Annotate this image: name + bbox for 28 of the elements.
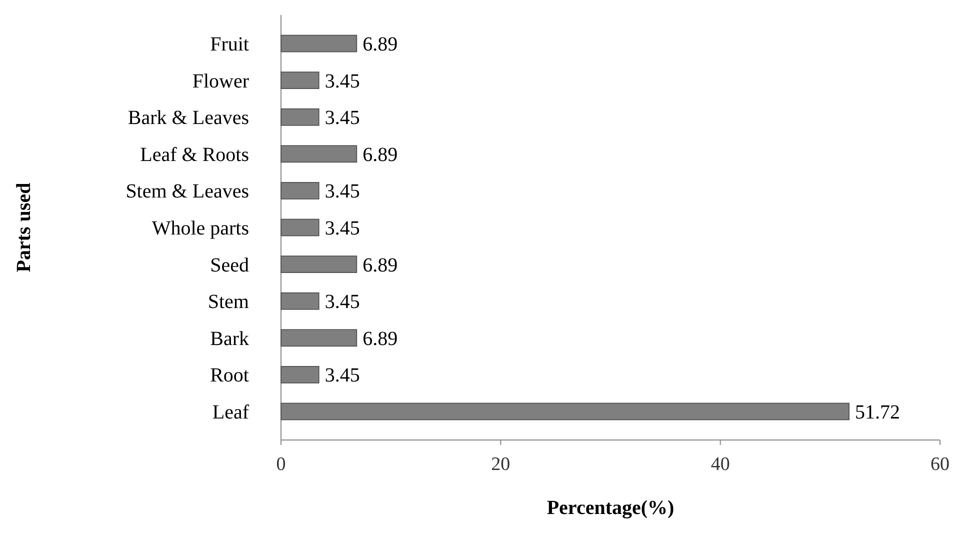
x-tick-label: 20: [491, 454, 510, 475]
y-tick-label: Bark: [210, 328, 249, 350]
data-label: 6.89: [362, 144, 398, 166]
y-tick-label: Whole parts: [152, 218, 250, 240]
data-label: 6.89: [362, 254, 398, 276]
data-label: 3.45: [324, 218, 360, 240]
y-tick-label: Leaf & Roots: [140, 144, 250, 166]
y-tick-label: Fruit: [210, 34, 250, 56]
data-label: 51.72: [855, 401, 900, 424]
data-label: 3.45: [324, 107, 360, 130]
y-axis-title: Parts used: [13, 182, 35, 272]
y-tick-label: Root: [210, 364, 250, 387]
y-tick-label: Seed: [210, 254, 249, 276]
data-label: 3.45: [324, 291, 360, 314]
y-tick-label: Stem & Leaves: [126, 180, 250, 203]
y-tick-label: Flower: [192, 70, 250, 92]
y-tick-label: Leaf: [212, 401, 250, 424]
data-label: 6.89: [362, 34, 398, 56]
x-tick-label: 60: [930, 454, 950, 475]
x-tick-label: 40: [710, 454, 730, 475]
y-tick-label: Stem: [208, 291, 250, 314]
x-tick-label: 0: [276, 454, 286, 475]
x-axis-title: Percentage(%): [546, 497, 674, 519]
data-label: 3.45: [324, 364, 360, 387]
y-tick-label: Bark & Leaves: [128, 107, 250, 130]
data-label: 3.45: [324, 70, 360, 92]
data-label: 3.45: [324, 180, 360, 203]
data-label: 6.89: [362, 328, 398, 350]
